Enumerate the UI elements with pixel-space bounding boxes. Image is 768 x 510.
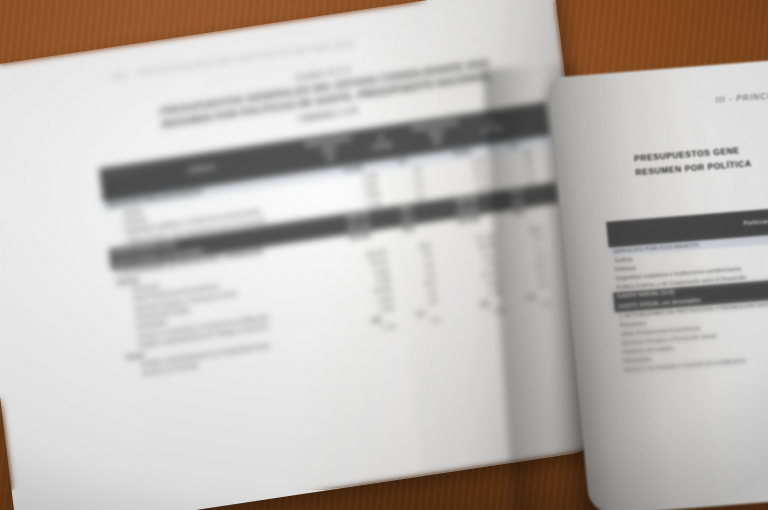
right-table-body: SERVICIOS PÚBLICOS BÁSICOS Justicia Defens… bbox=[608, 224, 768, 375]
budget-table: Políticas PRESUPUESTO 2021 (1) % s/Total… bbox=[99, 101, 572, 382]
hdr-line: (2) bbox=[432, 138, 442, 146]
column-header-pct-2022: % s/Total bbox=[467, 107, 517, 148]
cell-pct-2022 bbox=[506, 313, 551, 320]
right-page-header: III - PRINCIPALES PRESUPUESTOS GENE RESU… bbox=[629, 81, 768, 177]
left-page: 112 PRESENTACIÓN DEL PROYECTO DE PGE 2022… bbox=[0, 0, 611, 510]
cell-pct-2021 bbox=[398, 330, 442, 337]
right-running-head: III - PRINCIPALES bbox=[715, 88, 768, 105]
column-header-pct-2021: % s/Total bbox=[358, 123, 406, 163]
hdr-line: s/Total bbox=[371, 141, 393, 151]
hdr-line: (1) bbox=[326, 154, 335, 162]
right-budget-table: Políticas SERVICIOS PÚBLICOS BÁSICOS Just… bbox=[606, 198, 768, 375]
running-head-page-number: 112 bbox=[111, 69, 129, 82]
hdr-line: s/Total bbox=[481, 125, 503, 135]
